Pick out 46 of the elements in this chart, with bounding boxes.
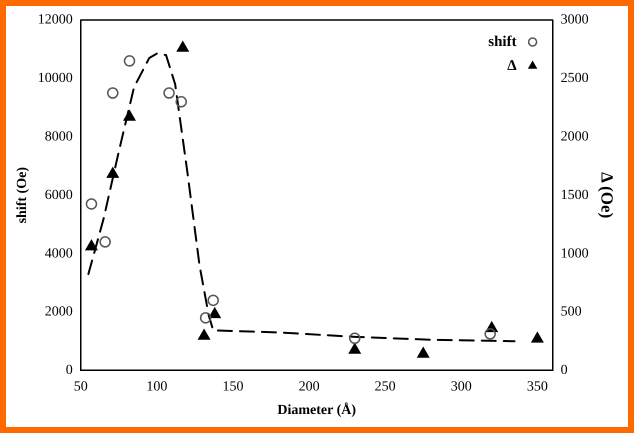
point [417, 347, 430, 358]
y2-tick-label: 0 [560, 363, 568, 378]
point [198, 329, 210, 340]
x-tick-label: 100 [146, 379, 168, 394]
y2-tick-label: 1500 [560, 188, 589, 203]
x-axis-title: Diameter (Å) [277, 402, 356, 418]
point [124, 110, 136, 121]
point [106, 167, 119, 178]
point [176, 41, 189, 52]
point [200, 312, 212, 324]
point [349, 332, 360, 344]
y2-tick-label: 2000 [560, 129, 589, 144]
y-axis-title: shift (Oe) [15, 166, 30, 224]
point [176, 96, 187, 108]
y-tick-label: 8000 [44, 129, 73, 144]
y-tick-label: 12000 [38, 12, 73, 28]
point [86, 198, 98, 210]
y2-tick-label: 3000 [560, 12, 589, 28]
point [207, 294, 219, 306]
y-tick-label: 2000 [44, 304, 73, 320]
point [348, 343, 361, 354]
point [107, 87, 119, 99]
y-tick-label: 4000 [44, 246, 73, 262]
point [484, 328, 496, 340]
y-tick-label: 6000 [44, 188, 73, 203]
x-tick-label: 300 [450, 379, 472, 394]
y-tick-label: 0 [66, 363, 73, 378]
x-tick-label: 350 [526, 379, 548, 394]
point [208, 308, 221, 318]
point [124, 55, 136, 67]
legend-label: Δ [507, 58, 518, 74]
x-tick-label: 200 [298, 379, 320, 394]
y2-tick-label: 1000 [560, 246, 589, 262]
point [99, 236, 111, 248]
point [163, 87, 175, 99]
line-series [87, 52, 516, 342]
y2-tick-label: 500 [560, 304, 582, 320]
y2-axis-title: Δ (Oe) [597, 172, 616, 218]
x-tick-label: 250 [374, 379, 396, 394]
point [86, 240, 98, 250]
y2-tick-label: 2500 [560, 71, 589, 86]
x-tick-label: 150 [222, 379, 244, 394]
legend-label: shift [488, 34, 517, 50]
y-tick-label: 10000 [38, 71, 73, 86]
x-tick-label: 50 [74, 379, 88, 394]
point [531, 332, 544, 343]
